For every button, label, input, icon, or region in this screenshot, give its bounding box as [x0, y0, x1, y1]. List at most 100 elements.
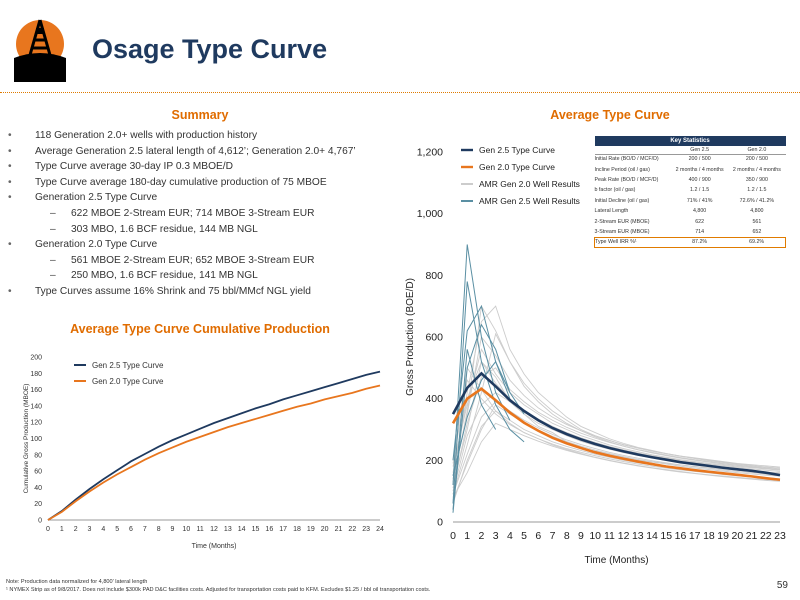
y-axis-label: Cumulative Gross Production (MBOE): [23, 384, 30, 494]
stats-cell: 72.6% / 41.2%: [739, 197, 775, 204]
x-tick-label: 10: [589, 530, 601, 542]
x-tick-label: 14: [238, 526, 246, 533]
stats-col-header: [594, 146, 672, 155]
type-curve-title: Average Type Curve: [550, 108, 670, 122]
x-tick-label: 3: [88, 526, 92, 533]
summary-bullet: 561 MBOE 2-Stream EUR; 652 MBOE 3-Stream…: [8, 253, 388, 269]
x-tick-label: 4: [507, 530, 513, 542]
type-curve-line: [451, 387, 781, 482]
x-tick-label: 9: [578, 530, 584, 542]
title-divider: [0, 92, 800, 93]
y-tick-label: 140: [30, 403, 42, 410]
legend-label: Gen 2.5 Type Curve: [479, 145, 555, 155]
stats-cell: 71% / 41%: [686, 197, 713, 204]
x-tick-label: 17: [279, 526, 287, 533]
stats-col-header: Gen 2.0: [728, 146, 786, 155]
irr-value: 69.2%: [728, 236, 787, 249]
x-tick-label: 17: [689, 530, 701, 542]
y-tick-label: 160: [30, 387, 42, 394]
x-tick-label: 15: [660, 530, 672, 542]
x-tick-label: 18: [703, 530, 715, 542]
stats-row: Peak Rate (BO/D / MCF/D) 400 / 900 350 / 9…: [595, 175, 786, 185]
x-tick-label: 11: [197, 526, 204, 533]
stats-cell: 652: [752, 228, 762, 235]
stats-cell: 1.2 / 1.5: [690, 187, 710, 194]
x-tick-label: 7: [143, 526, 147, 533]
stats-row: b factor (oil / gas) 1.2 / 1.5 1.2 / 1.5: [595, 185, 786, 195]
x-tick-label: 21: [746, 530, 758, 542]
y-tick-label: 800: [425, 270, 443, 282]
stats-row: Initial Rate (BO/D / MCF/D) 200 / 500 200 …: [595, 154, 786, 164]
legend-label: AMR Gen 2.0 Well Results: [479, 179, 580, 189]
page-number: 59: [776, 580, 788, 591]
series-line: [47, 384, 381, 521]
y-tick-label: 0: [437, 517, 443, 529]
x-tick-label: 23: [362, 526, 370, 533]
x-tick-label: 12: [618, 530, 630, 542]
key-statistics-title: Key Statistics: [594, 136, 786, 146]
x-tick-label: 19: [717, 530, 729, 542]
x-tick-label: 18: [293, 526, 301, 533]
y-tick-label: 40: [34, 485, 42, 492]
stats-row-label: Lateral Length: [594, 208, 629, 215]
y-tick-label: 120: [30, 420, 42, 427]
summary-bullet: Generation 2.5 Type Curve: [8, 190, 388, 206]
footnote-note: Note: Production data normalized for 4,8…: [6, 579, 148, 585]
stats-cell: 2 months / 4 months: [675, 166, 724, 173]
irr-value: 87.2%: [671, 236, 729, 249]
x-tick-label: 0: [46, 526, 50, 533]
x-tick-label: 23: [774, 530, 786, 542]
x-tick-label: 1: [464, 530, 470, 542]
stats-cell: 200 / 500: [688, 156, 711, 163]
summary-list: 118 Generation 2.0+ wells with productio…: [8, 128, 388, 300]
x-tick-label: 4: [101, 526, 105, 533]
stats-row: Initial Decline (oil / gas) 71% / 41% 72.6…: [595, 196, 786, 206]
stats-cell: 400 / 900: [688, 176, 711, 183]
stats-cell: 2 months / 4 months: [732, 166, 781, 173]
legend-label: Gen 2.5 Type Curve: [92, 361, 164, 370]
series-line: [47, 370, 381, 521]
summary-bullet: 118 Generation 2.0+ wells with productio…: [8, 128, 388, 144]
stats-cell: 4,800: [693, 208, 707, 215]
legend-label: AMR Gen 2.5 Well Results: [479, 196, 580, 206]
y-tick-label: 80: [34, 452, 42, 459]
y-tick-label: 0: [38, 518, 42, 525]
y-tick-label: 600: [425, 332, 443, 344]
x-tick-label: 21: [335, 526, 343, 533]
x-tick-label: 0: [450, 530, 456, 542]
x-tick-label: 13: [632, 530, 644, 542]
x-tick-label: 5: [521, 530, 527, 542]
stats-row: 3-Stream EUR (MBOE) 714 652: [595, 227, 786, 237]
y-tick-label: 20: [34, 501, 42, 508]
summary-bullet: Type Curve average 180-day cumulative pr…: [8, 175, 388, 191]
stats-row-label: Peak Rate (BO/D / MCF/D): [594, 176, 659, 183]
stats-row-label: Initial Decline (oil / gas): [594, 197, 650, 204]
x-axis-label: Time (Months): [192, 543, 237, 550]
summary-bullet: 250 MBO, 1.6 BCF residue, 141 MB NGL: [8, 268, 388, 284]
amr-gen20-well-line: [452, 335, 781, 479]
amr-gen25-well-line: [452, 304, 511, 461]
x-tick-label: 20: [321, 526, 329, 533]
page-title: Osage Type Curve: [92, 34, 328, 64]
x-tick-label: 22: [348, 526, 356, 533]
y-tick-label: 1,200: [417, 147, 443, 159]
stats-cell: 4,800: [750, 208, 764, 215]
summary-title: Summary: [171, 108, 229, 122]
stats-row-label: Incline Period (oil / gas): [594, 166, 650, 173]
x-tick-label: 1: [60, 526, 64, 533]
stats-cell: 561: [752, 218, 762, 225]
x-tick-label: 15: [252, 526, 260, 533]
amr-gen20-well-line: [452, 332, 781, 495]
x-tick-label: 12: [210, 526, 218, 533]
amr-gen20-well-line: [452, 348, 781, 471]
footnote-nymex: ¹ NYMEX Strip as of 9/8/2017. Does not i…: [6, 587, 431, 593]
x-tick-label: 22: [760, 530, 772, 542]
amr-gen25-well-line: [452, 281, 525, 504]
x-tick-label: 8: [157, 526, 161, 533]
amr-gen25-well-line: [452, 244, 511, 486]
y-axis-label: Gross Production (BOE/D): [405, 278, 416, 396]
y-tick-label: 1,000: [417, 208, 443, 220]
amr-gen20-well-line: [452, 304, 781, 483]
x-tick-label: 5: [115, 526, 119, 533]
